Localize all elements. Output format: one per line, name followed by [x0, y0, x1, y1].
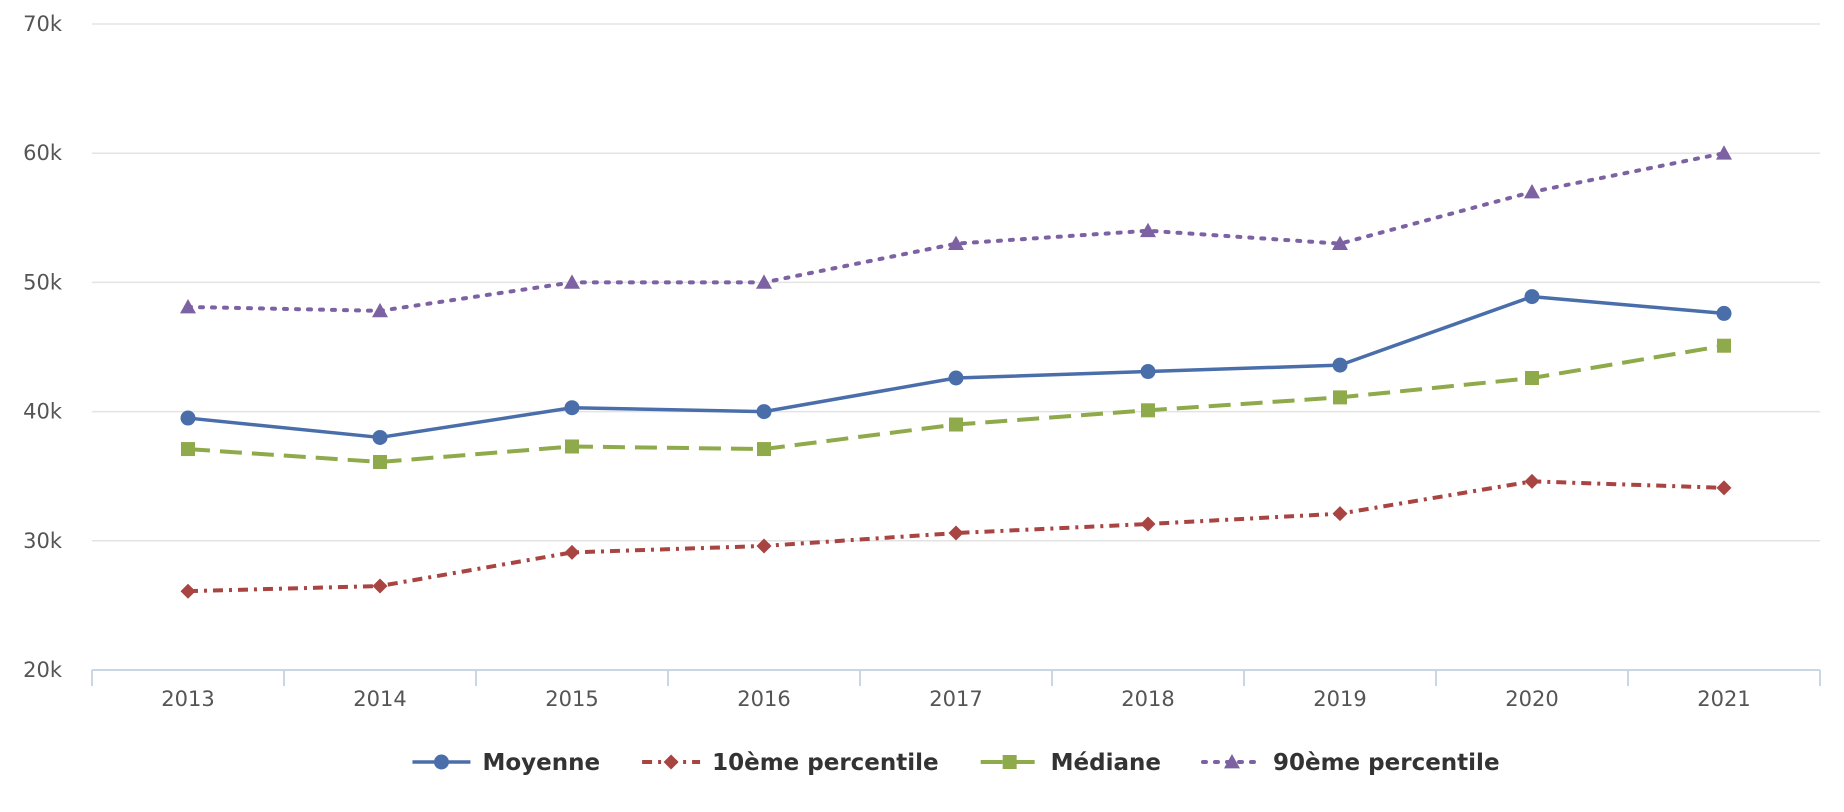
legend-marker-icon [663, 754, 679, 770]
data-point-90eme-percentile[interactable] [1716, 145, 1732, 160]
y-tick-label: 40k [23, 400, 63, 424]
legend-marker-icon [1002, 755, 1017, 769]
x-tick-label: 2016 [737, 687, 790, 711]
data-point-10eme-percentile[interactable] [180, 583, 196, 599]
data-point-mediane[interactable] [373, 454, 387, 469]
data-point-mediane[interactable] [1333, 390, 1347, 405]
data-point-10eme-percentile[interactable] [1140, 516, 1156, 532]
legend-item-moyenne[interactable]: Moyenne [412, 750, 600, 776]
data-point-mediane[interactable] [757, 442, 771, 457]
data-point-moyenne[interactable] [180, 410, 196, 426]
data-point-90eme-percentile[interactable] [1332, 235, 1348, 251]
y-tick-label: 50k [23, 270, 63, 294]
data-point-90eme-percentile[interactable] [1140, 222, 1156, 238]
data-point-10eme-percentile[interactable] [756, 538, 772, 554]
data-point-10eme-percentile[interactable] [948, 525, 964, 541]
series-line-10eme-percentile[interactable] [187, 479, 1725, 594]
data-point-mediane[interactable] [1141, 403, 1155, 418]
legend-item-90eme-percentile[interactable]: 90ème percentile [1200, 750, 1500, 776]
x-tick-label: 2013 [161, 687, 214, 711]
data-point-moyenne[interactable] [1716, 305, 1732, 321]
x-tick-label: 2015 [545, 687, 598, 711]
series-line-mediane[interactable] [187, 343, 1725, 464]
legend-item-mediane[interactable]: Médiane [980, 750, 1161, 776]
data-point-mediane[interactable] [565, 439, 579, 454]
grid-lines [92, 23, 1820, 542]
data-point-moyenne[interactable] [948, 370, 964, 386]
series-line-90eme-percentile[interactable] [186, 151, 1726, 313]
series-line-moyenne[interactable] [187, 294, 1725, 440]
data-point-90eme-percentile[interactable] [180, 298, 196, 314]
y-tick-label: 20k [23, 658, 63, 682]
x-axis: 2013 2014 2015 2016 2017 2018 2019 2020 2021 [91, 669, 1821, 711]
data-point-mediane[interactable] [1525, 371, 1539, 386]
data-point-moyenne[interactable] [1332, 357, 1348, 373]
y-tick-label: 70k [23, 12, 63, 36]
legend-marker-icon [433, 754, 449, 770]
data-point-90eme-percentile[interactable] [1524, 183, 1540, 199]
data-point-90eme-percentile[interactable] [372, 302, 388, 318]
data-point-mediane[interactable] [181, 442, 195, 457]
x-tick-label: 2017 [929, 687, 982, 711]
y-tick-label: 30k [23, 529, 63, 553]
data-point-moyenne[interactable] [756, 404, 772, 420]
data-point-moyenne[interactable] [1140, 364, 1156, 380]
legend-label: Médiane [1051, 750, 1161, 776]
y-axis-labels: 20k 30k 40k 50k 60k 70k [23, 12, 63, 682]
legend-label: 90ème percentile [1273, 750, 1500, 776]
data-point-90eme-percentile[interactable] [948, 235, 964, 251]
legend-label: 10ème percentile [712, 750, 939, 776]
data-point-moyenne[interactable] [564, 400, 580, 416]
data-point-moyenne[interactable] [1524, 289, 1540, 305]
legend-label: Moyenne [482, 750, 600, 776]
x-tick-label: 2019 [1313, 687, 1366, 711]
data-point-mediane[interactable] [1717, 338, 1731, 353]
data-point-10eme-percentile[interactable] [372, 578, 388, 594]
series-markers [180, 145, 1732, 599]
data-point-mediane[interactable] [949, 417, 963, 432]
x-tick-label: 2018 [1121, 687, 1174, 711]
data-point-10eme-percentile[interactable] [564, 544, 580, 560]
data-point-moyenne[interactable] [372, 429, 388, 445]
legend-item-10eme-percentile[interactable]: 10ème percentile [642, 750, 939, 776]
x-tick-label: 2014 [353, 687, 406, 711]
x-tick-label: 2020 [1505, 687, 1558, 711]
data-point-90eme-percentile[interactable] [564, 274, 580, 289]
legend[interactable]: Moyenne 10ème percentile Médiane 90ème perc… [412, 750, 1500, 776]
data-point-10eme-percentile[interactable] [1524, 473, 1540, 489]
data-point-10eme-percentile[interactable] [1716, 480, 1732, 496]
data-point-10eme-percentile[interactable] [1332, 506, 1348, 522]
x-tick-label: 2021 [1697, 687, 1750, 711]
data-point-90eme-percentile[interactable] [756, 274, 772, 289]
y-tick-label: 60k [23, 141, 63, 165]
legend-marker-icon [1223, 754, 1240, 769]
